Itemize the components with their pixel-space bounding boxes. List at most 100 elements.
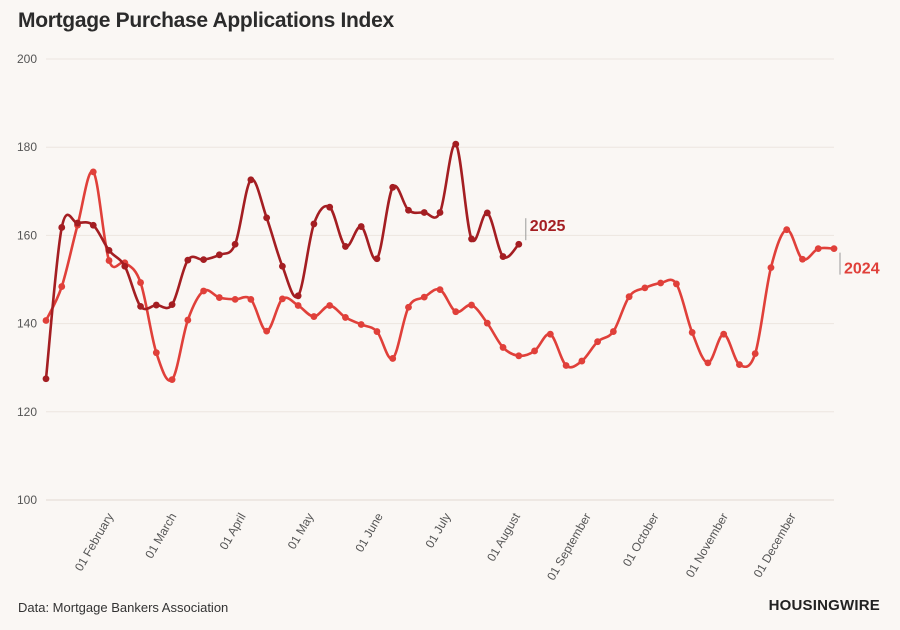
data-point-2024	[200, 287, 208, 295]
data-point-2025	[326, 203, 334, 211]
y-tick-label: 160	[17, 228, 37, 242]
y-tick-label: 100	[17, 493, 37, 507]
x-tick-label: 01 September	[544, 511, 594, 583]
data-point-2024	[751, 350, 759, 357]
data-point-2024	[152, 349, 160, 357]
data-point-2024	[357, 321, 365, 328]
data-point-2024	[578, 357, 586, 365]
data-point-2024	[499, 344, 507, 351]
data-point-2025	[263, 214, 271, 222]
data-point-2024	[483, 319, 491, 327]
series-2025: 2025	[42, 140, 566, 383]
data-point-2024	[294, 302, 302, 309]
data-point-2025	[58, 224, 66, 231]
data-point-2025	[405, 206, 412, 214]
data-point-2025	[89, 221, 97, 229]
data-point-2024	[89, 168, 97, 176]
data-point-2024	[720, 330, 728, 338]
data-point-2025	[420, 209, 428, 216]
data-point-2024	[279, 295, 286, 303]
data-point-2025	[436, 209, 444, 216]
data-point-2025	[231, 240, 239, 248]
data-point-2024	[42, 317, 50, 324]
data-point-2024	[830, 245, 838, 253]
y-tick-label: 200	[17, 52, 37, 66]
y-tick-label: 140	[17, 317, 37, 331]
series-line-2025	[44, 142, 521, 381]
data-point-2024	[704, 359, 712, 367]
data-point-2024	[799, 255, 806, 263]
y-tick-label: 120	[17, 405, 37, 419]
data-point-2024	[247, 295, 255, 303]
series-group: 2024 2025	[42, 140, 880, 384]
brand-logo: HOUSINGWIRE	[768, 597, 880, 614]
data-point-2024	[452, 308, 460, 316]
data-point-2025	[121, 262, 129, 270]
data-point-2025	[42, 375, 50, 383]
data-point-2024	[342, 314, 349, 321]
data-point-2024	[641, 284, 649, 292]
data-point-2024	[137, 279, 144, 286]
source-note: Data: Mortgage Bankers Association	[18, 600, 229, 615]
data-point-2025	[483, 209, 491, 217]
data-point-2024	[326, 302, 334, 309]
data-point-2025	[499, 253, 507, 260]
data-point-2024	[58, 283, 66, 290]
data-point-2024	[783, 226, 791, 234]
data-point-2024	[263, 327, 271, 335]
data-point-2024	[420, 293, 428, 301]
data-point-2024	[168, 376, 176, 384]
data-point-2025	[184, 256, 192, 264]
grid-lines	[46, 58, 834, 501]
data-point-2025	[389, 183, 397, 191]
data-point-2025	[342, 243, 349, 250]
data-point-2024	[184, 316, 192, 324]
data-point-2025	[74, 219, 81, 227]
data-point-2025	[468, 235, 475, 243]
x-tick-label: 01 October	[620, 511, 662, 569]
data-point-2024	[531, 347, 538, 355]
data-point-2025	[105, 246, 113, 254]
data-point-2025	[310, 220, 318, 228]
x-axis-ticks: 01 February 01 March 01 April 01 May 01 June…	[72, 510, 799, 583]
x-tick-label: 01 August	[484, 510, 523, 564]
x-tick-label: 01 December	[751, 511, 799, 580]
x-tick-label: 01 June	[352, 510, 386, 554]
y-axis-ticks: 100 120 140 160 180 200	[17, 52, 37, 507]
data-point-2025	[452, 140, 460, 148]
data-point-2024	[609, 328, 617, 335]
data-point-2024	[373, 328, 381, 335]
data-point-2024	[673, 280, 680, 288]
data-point-2025	[152, 301, 160, 309]
x-tick-label: 01 February	[72, 511, 116, 574]
data-point-2024	[105, 257, 113, 264]
data-point-2024	[215, 294, 223, 301]
data-point-2024	[231, 295, 239, 303]
data-point-2025	[357, 223, 365, 230]
data-point-2024	[546, 330, 554, 338]
data-point-2024	[562, 362, 570, 369]
data-point-2024	[625, 293, 633, 301]
chart-title: Mortgage Purchase Applications Index	[18, 9, 394, 32]
data-point-2025	[373, 255, 381, 263]
x-tick-label: 01 April	[217, 511, 249, 553]
data-point-2024	[736, 361, 743, 369]
data-point-2024	[594, 338, 601, 346]
series-label-2025: 2025	[530, 218, 566, 235]
data-point-2024	[767, 264, 775, 271]
y-tick-label: 180	[17, 140, 37, 154]
data-point-2025	[137, 303, 144, 310]
data-point-2025	[279, 262, 286, 270]
data-point-2024	[814, 245, 822, 253]
data-point-2024	[468, 301, 475, 309]
data-point-2024	[405, 303, 412, 311]
series-line-2024	[44, 170, 836, 382]
data-point-2024	[515, 352, 523, 360]
data-point-2025	[200, 256, 208, 264]
x-tick-label: 01 March	[142, 511, 179, 561]
x-tick-label: 01 July	[422, 511, 453, 551]
x-tick-label: 01 May	[285, 511, 317, 552]
data-point-2024	[688, 329, 696, 336]
series-label-2024: 2024	[844, 261, 880, 278]
